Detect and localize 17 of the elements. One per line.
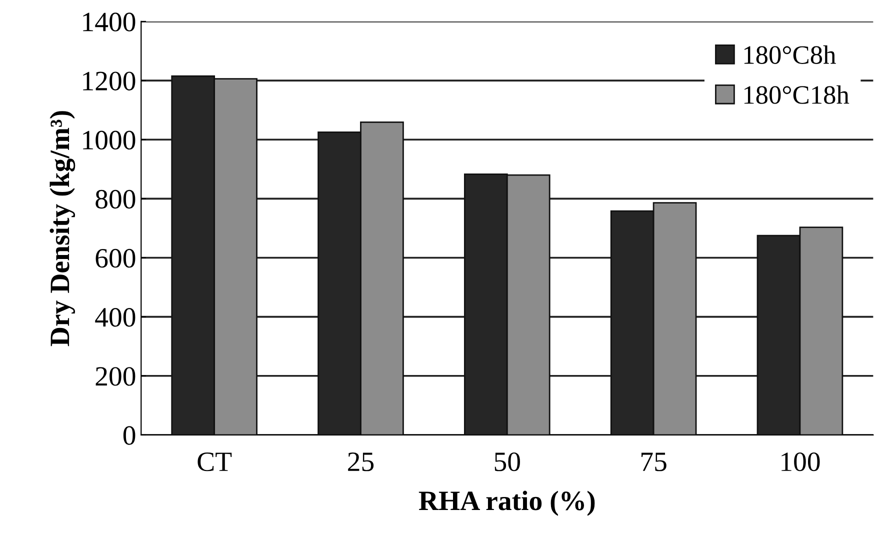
- y-tick-label: 0: [123, 426, 136, 445]
- x-tick-label: 75: [642, 452, 666, 472]
- legend-label: 180°C18h: [744, 85, 850, 104]
- y-tick-label: 400: [95, 308, 136, 327]
- y-tick-label: 600: [96, 248, 136, 268]
- y-axis-title: Dry Density (kg/m³): [50, 111, 76, 346]
- y-tick-label: 1400: [83, 12, 136, 32]
- y-tick-label: 800: [96, 190, 136, 209]
- legend-label: 180°C8h: [744, 45, 836, 64]
- x-tick-label: CT: [198, 452, 232, 472]
- y-tick-label: 1200: [83, 72, 136, 90]
- x-tick-label: 50: [494, 452, 520, 472]
- y-tick-label: 1000: [83, 130, 136, 150]
- x-tick-label: 100: [782, 452, 820, 472]
- x-tick-label: 25: [348, 452, 374, 472]
- y-tick-label: 200: [96, 367, 136, 386]
- x-axis-title: RHA ratio (%): [418, 490, 595, 516]
